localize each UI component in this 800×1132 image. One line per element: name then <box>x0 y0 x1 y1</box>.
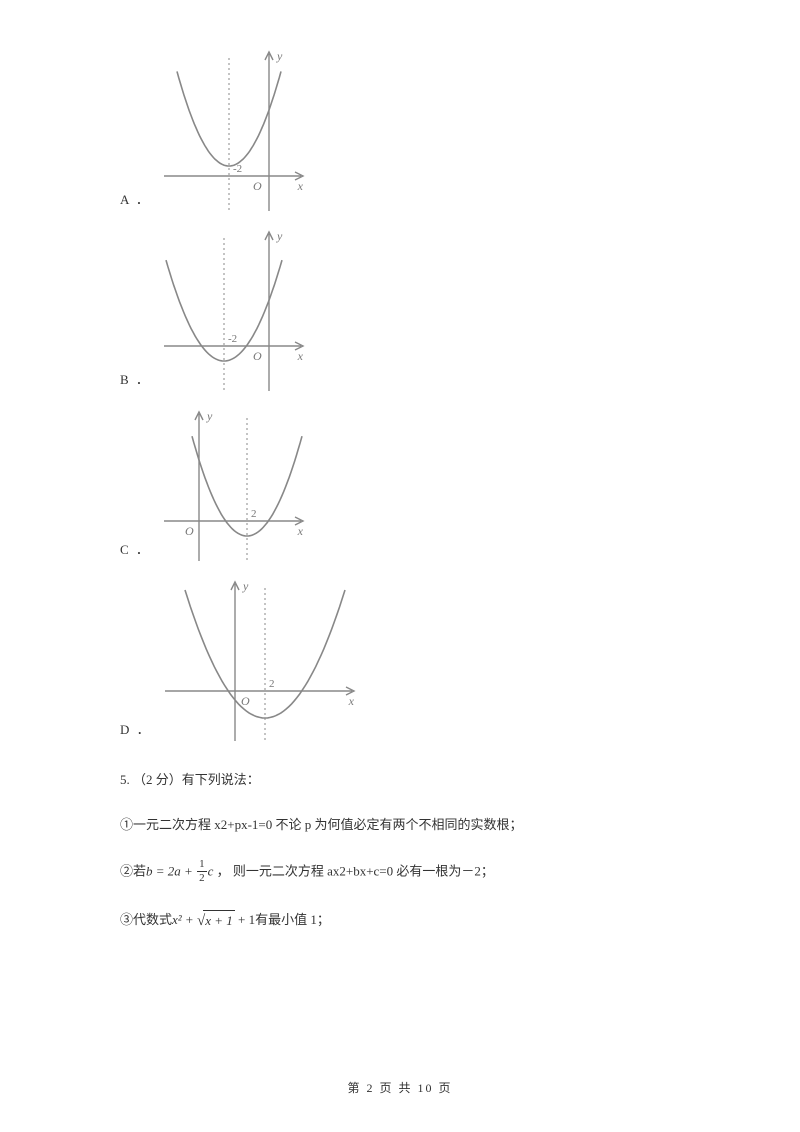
question-5-statement-1: ①一元二次方程 x2+px-1=0 不论 p 为何值必定有两个不相同的实数根； <box>120 815 680 836</box>
svg-text:2: 2 <box>251 508 257 520</box>
option-d-label: D ． <box>120 719 152 738</box>
svg-text:x: x <box>297 524 304 538</box>
question-5-statement-3: ③代数式x² + √x + 1 + 1有最小值 1； <box>120 909 680 933</box>
svg-text:-2: -2 <box>233 163 242 175</box>
graph-a-svg: x y O -2 <box>159 46 309 216</box>
option-c-label: C ． <box>120 539 151 558</box>
option-a-label: A ． <box>120 189 151 208</box>
option-b-label: B ． <box>120 369 151 388</box>
option-c-graph: x y O 2 <box>159 406 309 566</box>
q5-s2-pre: ②若 <box>120 863 146 878</box>
option-b-graph: x y O -2 <box>159 226 309 396</box>
svg-text:O: O <box>185 524 194 538</box>
q5-s3-tail: 有最小值 1； <box>255 912 330 927</box>
q5-s3-sqrt: √x + 1 <box>197 909 235 933</box>
svg-text:O: O <box>253 349 262 363</box>
question-5-title: 5. （2 分）有下列说法： <box>120 770 680 791</box>
q5-s2-eq-lhs: b = 2a + <box>146 863 196 878</box>
svg-text:y: y <box>276 229 283 243</box>
graph-d-svg: x y O 2 <box>160 576 360 746</box>
q5-s3-pre: ③代数式 <box>120 912 172 927</box>
graph-c-svg: x y O 2 <box>159 406 309 566</box>
svg-text:x: x <box>347 694 354 708</box>
q5-s3-rad: x + 1 <box>203 910 235 932</box>
option-a-row: A ． x y O -2 <box>120 46 680 216</box>
q5-s3-x2: x² + <box>172 912 197 927</box>
svg-text:x: x <box>297 179 304 193</box>
option-b-row: B ． x y O -2 <box>120 226 680 396</box>
q5-s2-fraction: 12 <box>197 859 207 884</box>
graph-b-svg: x y O -2 <box>159 226 309 396</box>
q5-s2-frac-num: 1 <box>197 859 207 872</box>
svg-text:2: 2 <box>269 678 275 690</box>
option-d-graph: x y O 2 <box>160 576 360 746</box>
q5-s2-frac-den: 2 <box>197 872 207 884</box>
svg-text:y: y <box>206 409 213 423</box>
q5-s2-tail: ， 则一元二次方程 ax2+bx+c=0 必有一根为－2； <box>213 863 494 878</box>
svg-text:-2: -2 <box>228 333 237 345</box>
svg-text:y: y <box>242 579 249 593</box>
svg-text:O: O <box>253 179 262 193</box>
page-content: A ． x y O -2 B ． x y O -2 C ． x y O 2 D ． x y O 2 5.… <box>0 0 800 933</box>
svg-text:x: x <box>297 349 304 363</box>
option-d-row: D ． x y O 2 <box>120 576 680 746</box>
question-5-statement-2: ②若b = 2a + 12c ， 则一元二次方程 ax2+bx+c=0 必有一根… <box>120 860 680 885</box>
svg-text:y: y <box>276 49 283 63</box>
page-footer: 第 2 页 共 10 页 <box>0 1079 800 1096</box>
option-c-row: C ． x y O 2 <box>120 406 680 566</box>
svg-text:O: O <box>241 694 250 708</box>
q5-s3-expr-tail: + 1 <box>235 912 255 927</box>
option-a-graph: x y O -2 <box>159 46 309 216</box>
